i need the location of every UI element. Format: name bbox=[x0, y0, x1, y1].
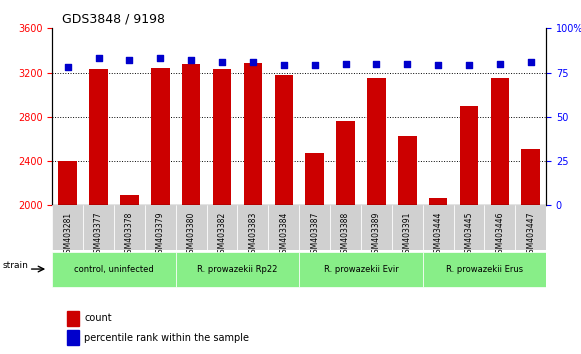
Bar bbox=[306, 153, 324, 205]
Point bbox=[156, 56, 165, 61]
Bar bbox=[243, 63, 262, 205]
Text: GSM403387: GSM403387 bbox=[310, 212, 319, 258]
FancyBboxPatch shape bbox=[299, 251, 423, 287]
Bar bbox=[67, 330, 80, 345]
Point bbox=[63, 64, 73, 70]
Text: GSM403444: GSM403444 bbox=[433, 212, 443, 258]
Text: GSM403389: GSM403389 bbox=[372, 212, 381, 258]
FancyBboxPatch shape bbox=[52, 251, 175, 287]
Point bbox=[217, 59, 227, 65]
Text: R. prowazekii Evir: R. prowazekii Evir bbox=[324, 264, 399, 274]
Text: control, uninfected: control, uninfected bbox=[74, 264, 154, 274]
Bar bbox=[460, 106, 478, 205]
Point bbox=[464, 63, 474, 68]
Text: R. prowazekii Erus: R. prowazekii Erus bbox=[446, 264, 523, 274]
Text: GSM403382: GSM403382 bbox=[217, 212, 227, 258]
Text: GSM403379: GSM403379 bbox=[156, 212, 165, 258]
FancyBboxPatch shape bbox=[52, 205, 83, 250]
Bar bbox=[490, 78, 509, 205]
Point bbox=[372, 61, 381, 67]
Point bbox=[187, 57, 196, 63]
Text: GSM403388: GSM403388 bbox=[341, 212, 350, 258]
Text: GSM403445: GSM403445 bbox=[464, 212, 474, 258]
FancyBboxPatch shape bbox=[392, 205, 423, 250]
Point bbox=[279, 63, 288, 68]
FancyBboxPatch shape bbox=[330, 205, 361, 250]
Bar bbox=[398, 136, 417, 205]
Text: GSM403380: GSM403380 bbox=[187, 212, 196, 258]
Bar bbox=[59, 161, 77, 205]
Bar bbox=[182, 64, 200, 205]
Bar bbox=[367, 78, 386, 205]
FancyBboxPatch shape bbox=[114, 205, 145, 250]
Point bbox=[433, 63, 443, 68]
Text: strain: strain bbox=[3, 261, 28, 270]
Point bbox=[310, 63, 320, 68]
FancyBboxPatch shape bbox=[83, 205, 114, 250]
Point bbox=[495, 61, 504, 67]
FancyBboxPatch shape bbox=[515, 205, 546, 250]
FancyBboxPatch shape bbox=[299, 205, 330, 250]
FancyBboxPatch shape bbox=[423, 205, 454, 250]
FancyBboxPatch shape bbox=[423, 251, 546, 287]
Bar bbox=[522, 149, 540, 205]
Text: GSM403447: GSM403447 bbox=[526, 212, 535, 258]
FancyBboxPatch shape bbox=[175, 251, 299, 287]
Text: R. prowazekii Rp22: R. prowazekii Rp22 bbox=[198, 264, 278, 274]
Text: GSM403281: GSM403281 bbox=[63, 212, 72, 258]
Text: GDS3848 / 9198: GDS3848 / 9198 bbox=[62, 13, 165, 26]
Bar bbox=[67, 311, 80, 326]
FancyBboxPatch shape bbox=[268, 205, 299, 250]
FancyBboxPatch shape bbox=[238, 205, 268, 250]
Bar bbox=[89, 69, 108, 205]
Text: GSM403446: GSM403446 bbox=[496, 212, 504, 258]
Bar bbox=[429, 198, 447, 205]
Point bbox=[248, 59, 257, 65]
Point bbox=[125, 57, 134, 63]
FancyBboxPatch shape bbox=[207, 205, 238, 250]
FancyBboxPatch shape bbox=[145, 205, 175, 250]
Bar bbox=[120, 195, 139, 205]
Point bbox=[526, 59, 535, 65]
Text: count: count bbox=[84, 313, 112, 324]
Point bbox=[403, 61, 412, 67]
Text: GSM403384: GSM403384 bbox=[279, 212, 288, 258]
Bar bbox=[213, 69, 231, 205]
Text: GSM403378: GSM403378 bbox=[125, 212, 134, 258]
FancyBboxPatch shape bbox=[361, 205, 392, 250]
FancyBboxPatch shape bbox=[454, 205, 485, 250]
Bar bbox=[275, 75, 293, 205]
Point bbox=[341, 61, 350, 67]
FancyBboxPatch shape bbox=[175, 205, 207, 250]
Text: percentile rank within the sample: percentile rank within the sample bbox=[84, 332, 249, 343]
FancyBboxPatch shape bbox=[485, 205, 515, 250]
Text: GSM403377: GSM403377 bbox=[94, 212, 103, 258]
Bar bbox=[336, 121, 355, 205]
Point bbox=[94, 56, 103, 61]
Text: GSM403391: GSM403391 bbox=[403, 212, 412, 258]
Bar bbox=[151, 68, 170, 205]
Text: GSM403383: GSM403383 bbox=[249, 212, 257, 258]
